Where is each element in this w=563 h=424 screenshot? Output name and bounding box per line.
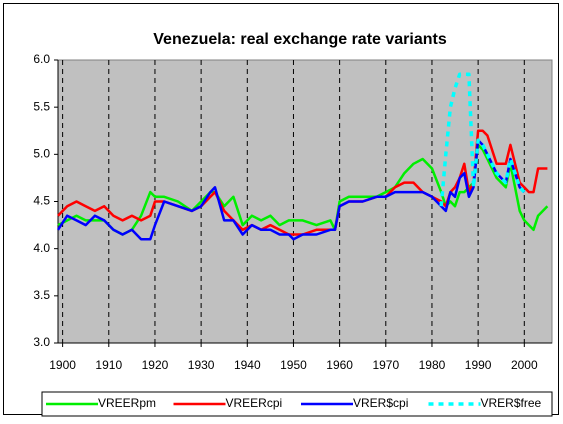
x-tick-label: 1940 [234, 358, 261, 372]
x-tick-label: 1950 [280, 358, 307, 372]
chart-title: Venezuela: real exchange rate variants [153, 31, 447, 48]
y-tick-label: 5.5 [33, 99, 50, 113]
x-tick-label: 1990 [465, 358, 492, 372]
y-tick-label: 4.5 [33, 194, 50, 208]
y-tick-label: 6.0 [33, 52, 50, 66]
legend-label: VRER$cpi [353, 396, 408, 410]
legend-label: VREERpm [98, 396, 156, 410]
legend-box [41, 391, 553, 417]
plot-area [57, 59, 553, 344]
x-tick-label: 1980 [419, 358, 446, 372]
x-tick-label: 1920 [142, 358, 169, 372]
series-line [56, 138, 526, 241]
x-tick-label: 1930 [188, 358, 215, 372]
x-tick-label: 2000 [511, 358, 538, 372]
legend-label: VRER$free [481, 396, 542, 410]
x-tick-label: 1970 [372, 358, 399, 372]
y-tick-label: 4.0 [33, 241, 50, 255]
y-tick-label: 5.0 [33, 147, 50, 161]
x-tick-label: 1910 [95, 358, 122, 372]
legend-label: VREERcpi [226, 396, 283, 410]
y-tick-label: 3.5 [33, 288, 50, 302]
x-tick-label: 1900 [49, 358, 76, 372]
x-tick-label: 1960 [326, 358, 353, 372]
y-tick-label: 3.0 [33, 335, 50, 349]
